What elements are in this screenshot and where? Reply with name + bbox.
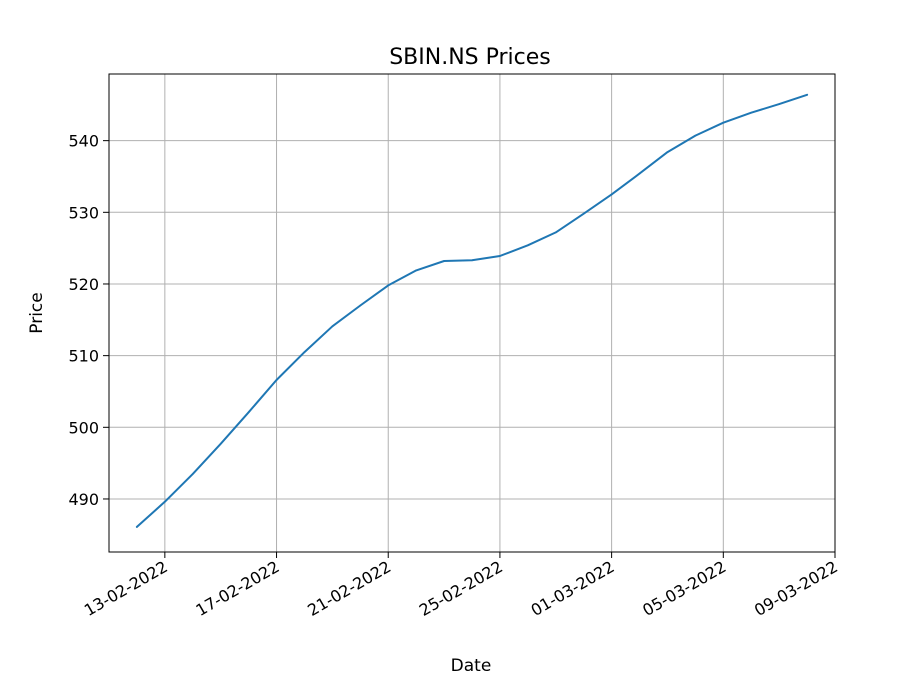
x-axis-label: Date: [451, 656, 492, 676]
data-point: [275, 379, 278, 381]
x-tick-label: 01-03-2022: [528, 557, 618, 620]
price-line: [135, 93, 809, 528]
ticks: 490 500 510 520 530 540 13-02-2022 17-02-2022 21…: [68, 132, 841, 620]
data-point: [499, 255, 501, 257]
data-point: [722, 121, 725, 124]
x-tick-label: 09-03-2022: [751, 557, 841, 620]
y-axis-label: Price: [27, 292, 47, 333]
x-tick-label: 25-02-2022: [416, 557, 506, 620]
data-point: [331, 325, 334, 328]
x-tick-label: 21-02-2022: [304, 557, 394, 620]
y-tick-label: 510: [68, 347, 99, 366]
data-point: [471, 259, 473, 262]
y-tick-label: 530: [68, 203, 99, 222]
data-point: [694, 134, 697, 137]
data-point: [610, 193, 613, 196]
data-point: [750, 111, 753, 114]
y-tick-label: 500: [68, 418, 99, 437]
data-point: [443, 260, 445, 262]
x-tick-label: 17-02-2022: [193, 557, 283, 620]
chart-title: SBIN.NS Prices: [389, 45, 551, 70]
data-point: [191, 473, 194, 475]
y-tick-label: 540: [68, 132, 99, 151]
y-tick-label: 490: [68, 490, 99, 509]
data-point: [554, 231, 557, 234]
series-layer: [135, 93, 809, 528]
data-point: [164, 501, 166, 503]
data-point: [527, 244, 529, 247]
data-point: [806, 93, 808, 96]
data-point: [387, 284, 390, 287]
y-tick-label: 520: [68, 275, 99, 294]
data-point: [415, 269, 417, 272]
plot-frame: [108, 73, 836, 553]
data-point: [778, 103, 780, 105]
data-point: [638, 172, 641, 175]
data-point: [359, 304, 362, 307]
x-tick-label: 13-02-2022: [81, 557, 171, 620]
data-point: [219, 442, 222, 445]
data-point: [136, 526, 138, 528]
data-point: [666, 151, 669, 153]
data-point: [303, 351, 306, 353]
x-tick-label: 05-03-2022: [639, 557, 729, 620]
grid: [109, 74, 836, 552]
data-point: [247, 411, 250, 414]
data-point: [582, 212, 585, 215]
